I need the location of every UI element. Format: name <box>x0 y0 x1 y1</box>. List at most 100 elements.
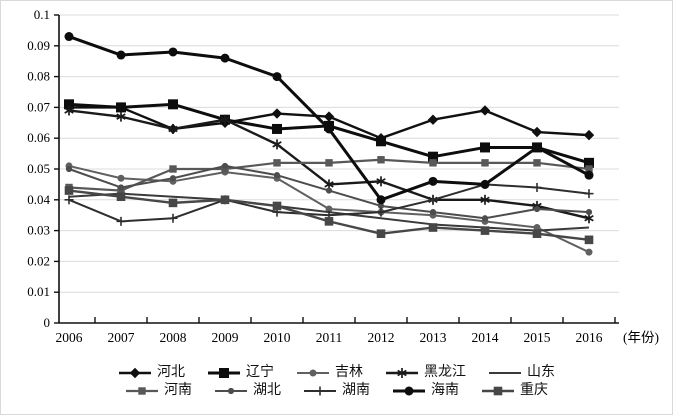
marker-square <box>219 367 229 378</box>
marker-diamond <box>129 367 141 378</box>
x-tick-label: 2009 <box>212 330 239 345</box>
x-tick-label: 2012 <box>368 330 395 345</box>
legend-item-jilin: 吉林 <box>296 364 363 381</box>
marker-circle <box>585 248 593 256</box>
marker-circle <box>532 142 542 152</box>
heilongjiang-legend-marker-icon <box>386 367 418 378</box>
marker-square <box>138 386 146 395</box>
marker-square <box>324 217 334 226</box>
marker-circle <box>324 124 334 134</box>
marker-dot <box>429 209 437 216</box>
y-tick-label: 0 <box>44 315 51 330</box>
y-tick-label: 0.05 <box>27 161 50 176</box>
marker-square <box>376 136 386 147</box>
y-tick-label: 0.1 <box>34 7 50 22</box>
marker-square <box>532 229 542 238</box>
marker-circle <box>404 386 414 395</box>
legend-item-hainan: 海南 <box>392 382 459 399</box>
marker-circle <box>272 72 282 82</box>
marker-square <box>493 386 503 395</box>
chart-legend: 河北 辽宁 吉林 黑龙江 山东 河南 湖北 湖南 海南 重庆 <box>1 364 672 399</box>
legend-label-liaoning: 辽宁 <box>246 365 274 380</box>
shandong-legend-marker-icon <box>489 371 521 374</box>
marker-square <box>533 159 541 167</box>
marker-square <box>481 159 489 167</box>
chongqing-legend-marker-icon <box>482 386 514 395</box>
marker-dot <box>227 387 235 394</box>
y-tick-label: 0.01 <box>27 284 50 299</box>
henan-legend-marker-icon <box>126 386 158 395</box>
marker-square <box>169 165 177 173</box>
marker-diamond <box>583 129 595 141</box>
x-tick-label: 2016 <box>576 330 603 345</box>
legend-label-hainan: 海南 <box>431 383 459 398</box>
legend-item-liaoning: 辽宁 <box>207 364 274 381</box>
marker-diamond <box>323 111 335 122</box>
hubei-legend-marker-icon <box>215 387 247 394</box>
marker-dot <box>325 187 333 194</box>
legend-label-hubei: 湖北 <box>253 383 281 398</box>
marker-diamond <box>427 114 439 125</box>
marker-diamond <box>479 105 491 116</box>
marker-dot <box>585 209 593 216</box>
x-tick-label: 2013 <box>420 330 447 345</box>
y-tick-label: 0.08 <box>27 69 50 84</box>
marker-circle <box>168 47 178 57</box>
provinces-line-chart: 0 0.01 0.02 0.03 0.04 0.05 0.06 0.07 0.08 0.09 0.1… <box>27 7 659 345</box>
marker-square <box>376 229 386 238</box>
marker-asterisk <box>397 369 407 376</box>
legend-label-chongqing: 重庆 <box>520 383 548 398</box>
marker-square <box>272 123 282 134</box>
marker-dot <box>65 165 73 173</box>
marker-circle <box>428 176 438 186</box>
marker-dot <box>533 205 541 213</box>
marker-circle <box>117 174 125 182</box>
legend-row: 河南 湖北 湖南 海南 重庆 <box>114 382 559 399</box>
marker-asterisk <box>168 125 178 133</box>
x-tick-label: 2015 <box>524 330 551 345</box>
legend-label-shandong: 山东 <box>527 365 555 380</box>
legend-item-hubei: 湖北 <box>214 382 281 399</box>
marker-dot <box>481 215 489 222</box>
marker-square <box>220 195 230 205</box>
marker-square <box>429 159 437 167</box>
marker-asterisk <box>64 107 74 114</box>
marker-asterisk <box>220 116 230 123</box>
marker-circle <box>220 53 230 63</box>
x-tick-label: 2011 <box>316 330 343 345</box>
hebei-legend-marker-icon <box>119 367 151 378</box>
marker-circle <box>309 369 317 376</box>
marker-dot <box>273 172 281 179</box>
y-tick-label: 0.07 <box>27 99 50 114</box>
marker-asterisk <box>116 113 126 120</box>
marker-square <box>168 99 178 110</box>
legend-label-hunan: 湖南 <box>342 383 370 398</box>
legend-row: 河北 辽宁 吉林 黑龙江 山东 <box>107 364 566 381</box>
legend-item-hebei: 河北 <box>118 364 185 381</box>
x-axis-unit-label: (年份) <box>623 330 659 345</box>
marker-circle <box>64 32 74 42</box>
marker-square <box>480 226 490 235</box>
marker-square <box>428 223 438 232</box>
x-tick-label: 2010 <box>264 330 291 345</box>
marker-diamond <box>271 108 283 119</box>
marker-asterisk <box>376 178 386 185</box>
jilin-legend-marker-icon <box>297 369 329 376</box>
marker-dot <box>169 175 177 182</box>
marker-diamond <box>531 126 543 138</box>
legend-label-jilin: 吉林 <box>335 365 363 380</box>
legend-label-heilongjiang: 黑龙江 <box>424 365 466 380</box>
marker-dot <box>221 162 229 170</box>
legend-label-hebei: 河北 <box>157 365 185 380</box>
legend-item-shandong: 山东 <box>488 364 555 381</box>
legend-item-hunan: 湖南 <box>303 382 370 399</box>
marker-circle <box>116 50 126 60</box>
marker-square <box>64 186 74 195</box>
y-tick-label: 0.03 <box>27 223 50 238</box>
y-tick-label: 0.04 <box>27 192 50 207</box>
x-tick-label: 2008 <box>160 330 187 345</box>
x-tick-label: 2014 <box>472 330 499 345</box>
marker-circle <box>480 179 490 189</box>
marker-asterisk <box>324 181 334 188</box>
